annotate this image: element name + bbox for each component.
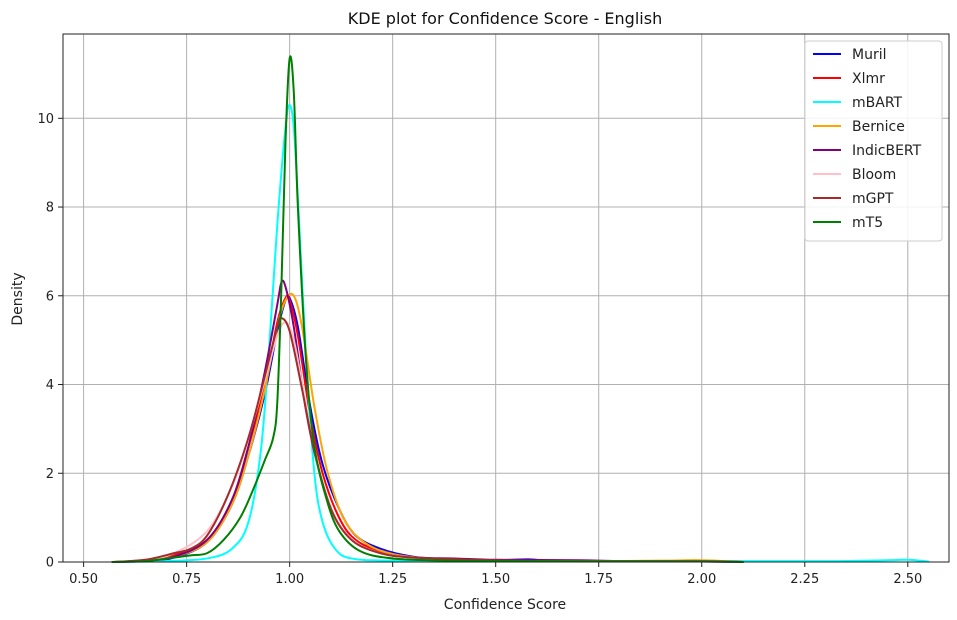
y-tick-label: 6 bbox=[46, 289, 54, 304]
series-line-mgpt bbox=[111, 316, 744, 563]
y-axis-label: Density bbox=[10, 272, 26, 325]
plot-frame bbox=[62, 33, 950, 563]
x-tick-label: 1.25 bbox=[378, 572, 407, 587]
series-line-mt5 bbox=[111, 55, 744, 563]
chart-title: KDE plot for Confidence Score - English bbox=[348, 9, 662, 28]
series-line-bernice bbox=[111, 292, 744, 563]
legend-label: mBART bbox=[852, 95, 903, 111]
legend-box bbox=[804, 40, 943, 242]
x-tick-label: 2.50 bbox=[893, 572, 922, 587]
x-tick-label: 2.25 bbox=[790, 572, 819, 587]
x-tick-label: 0.50 bbox=[69, 572, 98, 587]
y-axis-ticks: 0 2 4 6 8 10 bbox=[37, 112, 63, 571]
x-tick-label: 2.00 bbox=[687, 572, 716, 587]
legend-label: Xlmr bbox=[852, 71, 885, 87]
series-line-indicbert bbox=[111, 279, 744, 563]
x-axis-ticks: 0.50 0.75 1.00 1.25 1.50 1.75 2.00 2.25 2.50 bbox=[69, 562, 922, 587]
x-axis-label: Confidence Score bbox=[444, 597, 566, 613]
legend: Muril Xlmr mBART Bernice IndicBERT Bloom mGPT m… bbox=[804, 40, 943, 242]
series-line-xlmr bbox=[111, 294, 744, 563]
y-tick-label: 4 bbox=[46, 378, 54, 393]
legend-label: mT5 bbox=[852, 215, 883, 231]
x-tick-label: 0.75 bbox=[172, 572, 201, 587]
legend-label: Bernice bbox=[852, 119, 905, 135]
x-tick-label: 1.00 bbox=[275, 572, 304, 587]
y-tick-label: 0 bbox=[46, 556, 54, 571]
y-tick-label: 10 bbox=[37, 112, 54, 127]
series-lines bbox=[111, 55, 930, 563]
legend-label: IndicBERT bbox=[852, 143, 922, 159]
series-line-bloom bbox=[111, 321, 744, 563]
series-line-muril bbox=[111, 294, 744, 563]
x-tick-label: 1.75 bbox=[584, 572, 613, 587]
x-tick-label: 1.50 bbox=[481, 572, 510, 587]
legend-label: Bloom bbox=[852, 167, 896, 183]
legend-label: mGPT bbox=[852, 191, 894, 207]
y-tick-label: 8 bbox=[46, 201, 54, 216]
legend-label: Muril bbox=[852, 47, 887, 63]
y-tick-label: 2 bbox=[46, 467, 54, 482]
